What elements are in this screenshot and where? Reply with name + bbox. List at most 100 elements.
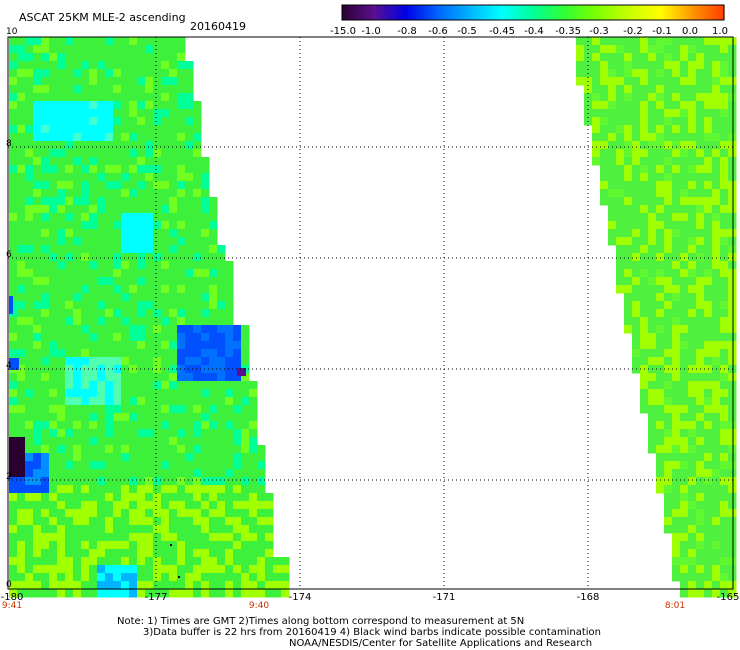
swath-cell-right: [672, 293, 681, 302]
swath-cell-left: [129, 549, 138, 558]
swath-cell-left: [105, 421, 114, 430]
swath-cell-right: [656, 469, 665, 478]
swath-cell-left: [169, 205, 178, 214]
swath-cell-left: [161, 341, 170, 350]
swath-cell-left: [81, 229, 90, 238]
swath-cell-left: [41, 333, 50, 342]
swath-cell-left: [193, 573, 202, 582]
swath-cell-left: [89, 237, 98, 246]
swath-cell-right: [664, 317, 673, 326]
swath-cell-left: [169, 101, 178, 110]
swath-cell-left: [233, 533, 242, 542]
swath-cell-right: [680, 493, 689, 502]
swath-cell-left: [169, 405, 178, 414]
swath-cell-right: [704, 141, 713, 150]
swath-cell-left: [145, 285, 154, 294]
swath-cell-right: [680, 117, 689, 126]
swath-cell-left: [177, 165, 186, 174]
swath-cell-left: [49, 261, 58, 270]
swath-cell-left: [201, 365, 210, 374]
swath-cell-right: [616, 261, 625, 270]
swath-cell-left: [65, 237, 74, 246]
swath-cell-right: [712, 421, 721, 430]
swath-cell-right: [624, 261, 633, 270]
swath-cell-right: [728, 405, 737, 414]
swath-cell-left: [177, 189, 186, 198]
swath-cell-right: [656, 245, 665, 254]
swath-cell-left: [41, 421, 50, 430]
swath-cell-left: [209, 501, 218, 510]
swath-cell-left: [25, 61, 34, 70]
swath-cell-left: [177, 517, 186, 526]
swath-cell-left: [177, 269, 186, 278]
swath-cell-right: [648, 61, 657, 70]
swath-cell-left: [193, 221, 202, 230]
swath-cell-right: [680, 341, 689, 350]
swath-cell-right: [688, 173, 697, 182]
swath-cell-left: [33, 317, 42, 326]
swath-cell-left: [257, 469, 266, 478]
swath-cell-left: [209, 389, 218, 398]
swath-cell-right: [592, 109, 601, 118]
swath-cell-left: [193, 429, 202, 438]
swath-cell-left: [137, 45, 146, 54]
swath-cell-left: [105, 485, 114, 494]
swath-cell-left: [9, 245, 18, 254]
swath-cell-left: [89, 453, 98, 462]
swath-cell-left: [65, 469, 74, 478]
swath-cell-left: [49, 229, 58, 238]
swath-cell-right: [728, 341, 737, 350]
swath-cell-left: [49, 253, 58, 262]
swath-cell-left: [129, 189, 138, 198]
swath-cell-right: [696, 221, 705, 230]
swath-cell-left: [185, 93, 194, 102]
swath-cell-left: [113, 437, 122, 446]
swath-cell-left: [145, 557, 154, 566]
swath-cell-right: [664, 85, 673, 94]
swath-cell-left: [97, 413, 106, 422]
swath-cell-left: [209, 421, 218, 430]
swath-cell-left: [41, 573, 50, 582]
swath-cell-left: [57, 397, 66, 406]
swath-cell-right: [664, 277, 673, 286]
swath-cell-right: [704, 525, 713, 534]
swath-cell-right: [712, 453, 721, 462]
swath-cell-left: [217, 453, 226, 462]
swath-cell-left: [25, 397, 34, 406]
swath-cell-left: [89, 381, 98, 390]
swath-cell-left: [217, 517, 226, 526]
swath-cell-left: [121, 181, 130, 190]
swath-cell-left: [17, 405, 26, 414]
swath-cell-left: [225, 389, 234, 398]
swath-cell-left: [97, 269, 106, 278]
swath-cell-left: [57, 45, 66, 54]
swath-cell-right: [728, 461, 737, 470]
swath-cell-left: [105, 109, 114, 118]
swath-cell-left: [113, 37, 122, 46]
swath-cell-right: [664, 157, 673, 166]
swath-cell-left: [81, 125, 90, 134]
swath-cell-right: [704, 493, 713, 502]
swath-cell-right: [656, 237, 665, 246]
swath-cell-left: [161, 373, 170, 382]
swath-cell-right: [720, 589, 729, 598]
swath-cell-left: [89, 429, 98, 438]
swath-cell-right: [728, 293, 737, 302]
swath-cell-right: [720, 517, 729, 526]
swath-cell-left: [137, 533, 146, 542]
swath-cell-left: [225, 565, 234, 574]
swath-cell-left: [185, 229, 194, 238]
swath-cell-right: [672, 229, 681, 238]
swath-cell-right: [696, 45, 705, 54]
swath-cell-left: [41, 589, 50, 598]
swath-cell-left: [97, 437, 106, 446]
swath-cell-right: [696, 493, 705, 502]
swath-cell-left: [129, 485, 138, 494]
swath-cell-left: [121, 77, 130, 86]
swath-cell-left: [41, 45, 50, 54]
swath-cell-left: [121, 421, 130, 430]
swath-cell-left: [161, 229, 170, 238]
swath-cell-left: [153, 165, 162, 174]
swath-cell-right: [720, 213, 729, 222]
swath-cell-left: [97, 485, 106, 494]
